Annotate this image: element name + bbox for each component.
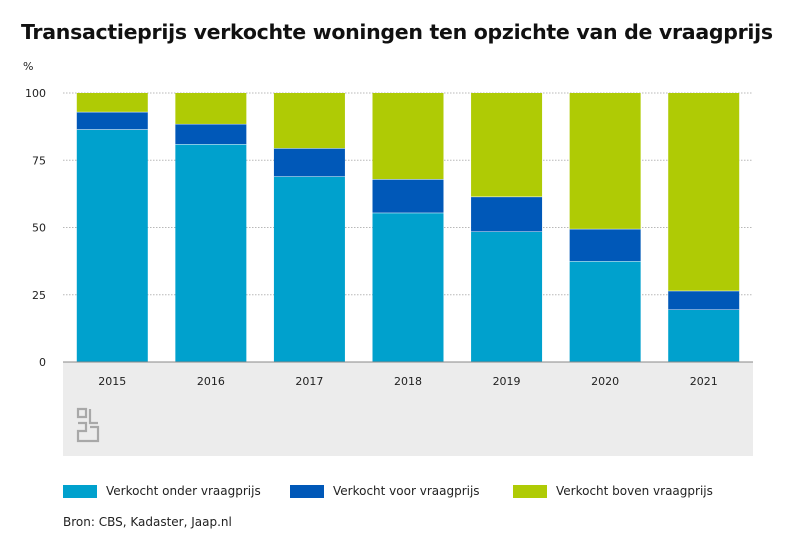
bar-voor-2016 (175, 123, 247, 145)
chart-legend: Verkocht onder vraagprijs Verkocht voor … (0, 484, 800, 504)
x-tick-label: 2018 (394, 375, 422, 388)
y-tick-label: 25 (32, 289, 46, 302)
legend-label-onder: Verkocht onder vraagprijs (106, 484, 261, 498)
legend-item-onder: Verkocht onder vraagprijs (63, 484, 261, 498)
bar-boven-2018 (372, 93, 444, 180)
bar-onder-2021 (668, 309, 740, 362)
legend-item-voor: Verkocht voor vraagprijs (290, 484, 480, 498)
bar-voor-2019 (471, 196, 543, 232)
stacked-bar-chart: 0 25 50 75 100 2015 2016 2017 2018 2019 2020 2021 (25, 87, 753, 456)
bar-voor-2017 (273, 148, 345, 177)
cbs-logo-icon (76, 407, 100, 443)
x-tick-label: 2015 (98, 375, 126, 388)
y-tick-label: 100 (25, 87, 46, 100)
bar-boven-2019 (471, 93, 543, 197)
bar-onder-2015 (76, 129, 148, 362)
y-tick-label: 75 (32, 154, 46, 167)
bar-boven-2020 (569, 93, 641, 229)
legend-swatch-voor (290, 484, 324, 498)
x-tick-label: 2020 (591, 375, 619, 388)
x-tick-label: 2021 (690, 375, 718, 388)
y-axis-unit-label: % (23, 60, 34, 73)
bar-voor-2018 (372, 179, 444, 213)
bar-onder-2018 (372, 212, 444, 362)
bar-boven-2015 (76, 93, 148, 112)
chart-title: Transactieprijs verkochte woningen ten o… (21, 20, 773, 44)
x-tick-label: 2019 (493, 375, 521, 388)
x-tick-label: 2017 (295, 375, 323, 388)
bar-voor-2020 (569, 228, 641, 262)
legend-swatch-onder (63, 484, 97, 498)
bar-onder-2017 (273, 176, 345, 362)
bar-boven-2021 (668, 93, 740, 291)
legend-item-boven: Verkocht boven vraagprijs (513, 484, 713, 498)
y-tick-label: 0 (39, 356, 46, 369)
bar-boven-2016 (175, 93, 247, 124)
bar-onder-2019 (471, 231, 543, 362)
legend-label-voor: Verkocht voor vraagprijs (333, 484, 480, 498)
bar-voor-2021 (668, 290, 740, 310)
bar-onder-2020 (569, 261, 641, 362)
legend-label-boven: Verkocht boven vraagprijs (556, 484, 713, 498)
x-axis-band (63, 362, 753, 456)
bar-boven-2017 (273, 93, 345, 149)
x-tick-label: 2016 (197, 375, 225, 388)
legend-swatch-boven (513, 484, 547, 498)
source-note: Bron: CBS, Kadaster, Jaap.nl (63, 515, 232, 529)
bar-voor-2015 (76, 111, 148, 130)
y-tick-label: 50 (32, 222, 46, 235)
bar-onder-2016 (175, 144, 247, 362)
